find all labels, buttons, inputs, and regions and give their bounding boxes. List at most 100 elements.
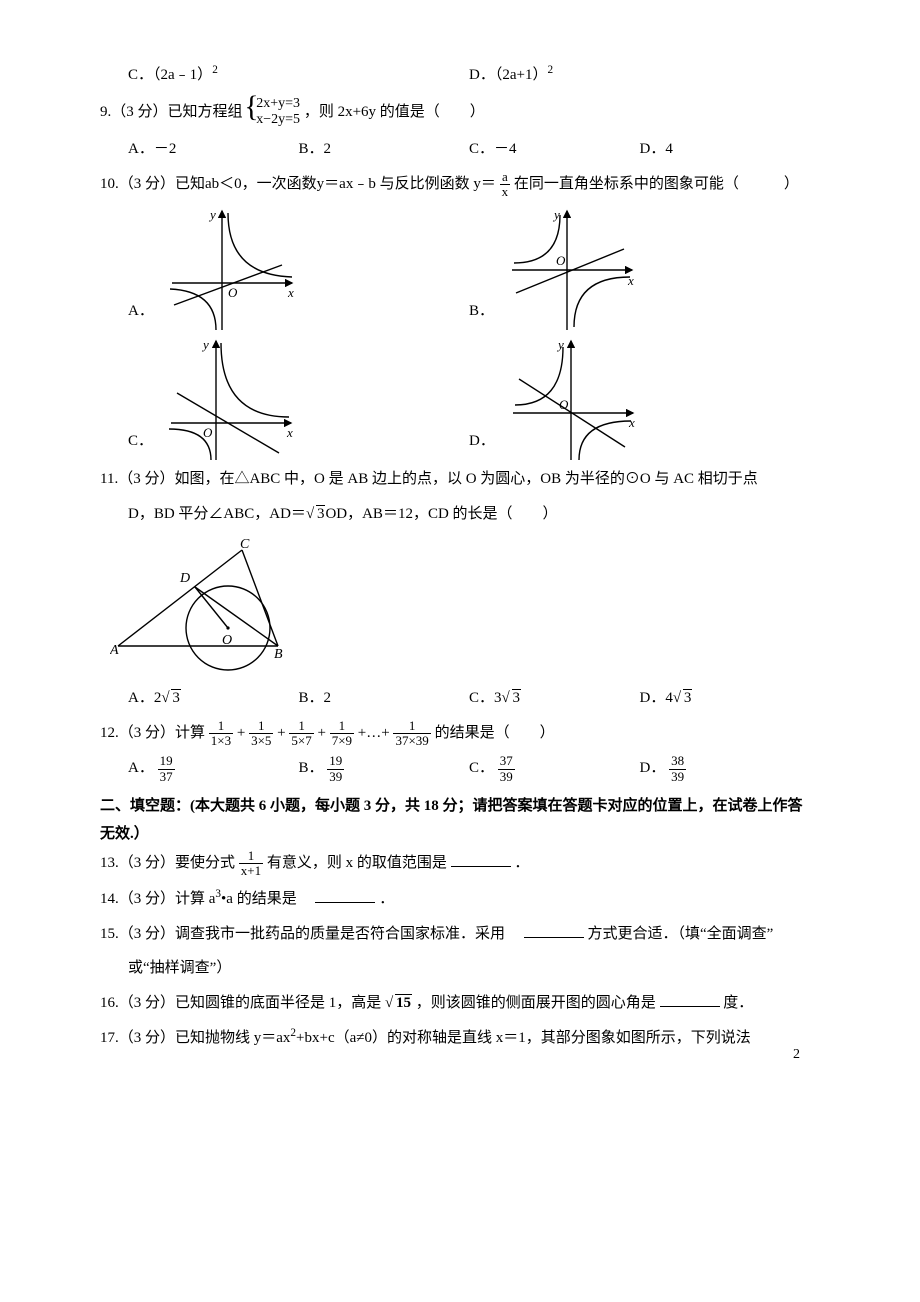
fraction: 3839: [669, 754, 686, 784]
plus-icon: +: [277, 725, 285, 741]
q15-cont: 或“抽样调查”）: [100, 954, 810, 983]
den: 39: [327, 770, 344, 784]
opt-label: B．: [299, 761, 324, 777]
q9-options: A．－2 B．2 C．－4 D．4: [100, 135, 810, 164]
q10-graph-a-cell: A． O x y: [128, 205, 469, 335]
q12-opt-d: D． 3839: [640, 754, 811, 784]
q11-opt-b: B．2: [299, 684, 470, 713]
page-number: 2: [793, 1042, 800, 1069]
fraction: 15×7: [289, 719, 313, 749]
graph-d: O x y: [503, 335, 643, 465]
svg-text:O: O: [559, 397, 569, 412]
q9-opt-d: D．4: [640, 135, 811, 164]
q11-stem2: D，BD 平分∠ABC，AD＝3OD，AB＝12，CD 的长是（ ）: [100, 500, 810, 529]
num: a: [500, 170, 511, 185]
svg-text:x: x: [627, 273, 634, 288]
q10-stem-b: 在同一直角坐标系中的图象可能（ ）: [514, 176, 799, 192]
sqrt-icon: 3: [673, 684, 693, 713]
q12-opt-a: A． 1937: [128, 754, 299, 784]
q12-opt-c: C． 3739: [469, 754, 640, 784]
opt-label: D．: [469, 67, 495, 83]
graph-a: O x y: [162, 205, 302, 335]
sqrt-icon: 3: [161, 684, 181, 713]
svg-text:O: O: [222, 633, 232, 648]
q10-stem-a: 10.（3 分）已知ab＜0，一次函数y＝ax﹣b 与反比例函数 y＝: [100, 176, 500, 192]
text: 度．: [723, 995, 753, 1011]
q11-opt-d: D．43: [640, 684, 811, 713]
q11-options: A．23 B．2 C．33 D．43: [100, 684, 810, 713]
den: 37×39: [393, 734, 430, 748]
svg-text:O: O: [203, 425, 213, 440]
svg-text:y: y: [208, 207, 216, 222]
q11: 11.（3 分）如图，在△ABC 中，O 是 AB 边上的点，以 O 为圆心，O…: [100, 465, 810, 494]
text: 13.（3 分）要使分式: [100, 855, 239, 871]
svg-text:O: O: [228, 285, 238, 300]
radicand: 3: [512, 689, 522, 706]
q12: 12.（3 分）计算 11×3 + 13×5 + 15×7 + 17×9 +…+…: [100, 719, 810, 749]
den: 5×7: [289, 734, 313, 748]
text: C．3: [469, 690, 502, 706]
q12-options: A． 1937 B． 1939 C． 3739 D． 3839: [100, 754, 810, 784]
answer-blank[interactable]: [524, 923, 584, 938]
sup: 2: [212, 64, 218, 76]
sys-row: x−2y=5: [256, 112, 300, 127]
opt-label: C．: [469, 761, 494, 777]
fraction: 137×39: [393, 719, 430, 749]
fraction: 1937: [158, 754, 175, 784]
fraction: 13×5: [249, 719, 273, 749]
svg-text:y: y: [552, 207, 560, 222]
den: 1×3: [209, 734, 233, 748]
q16: 16.（3 分）已知圆锥的底面半径是 1，高是 15 ，则该圆锥的侧面展开图的圆…: [100, 989, 810, 1018]
radicand: 3: [316, 505, 326, 522]
num: 19: [158, 754, 175, 769]
text: ．: [379, 891, 394, 907]
num: 37: [498, 754, 515, 769]
num: 38: [669, 754, 686, 769]
q11-opt-c: C．3 3: [469, 684, 640, 713]
q10-graphs-row1: A． O x y B． O x y: [100, 205, 810, 335]
q10: 10.（3 分）已知ab＜0，一次函数y＝ax﹣b 与反比例函数 y＝ a x …: [100, 170, 810, 200]
q13: 13.（3 分）要使分式 1x+1 有意义，则 x 的取值范围是 ．: [100, 849, 810, 879]
text: 有意义，则 x 的取值范围是: [267, 855, 447, 871]
svg-text:A: A: [110, 643, 119, 658]
q10-graph-c-cell: C． O x y: [128, 335, 469, 465]
den: 39: [498, 770, 515, 784]
sqrt-icon: 3: [306, 500, 326, 529]
text: •a 的结果是: [221, 891, 312, 907]
text: OD，AB＝12，CD 的长是（ ）: [325, 506, 557, 522]
q8-opt-c: C．（2a﹣1）2: [128, 60, 469, 90]
equation-system: 2x+y=3 x−2y=5: [246, 96, 300, 130]
num: 1: [239, 849, 263, 864]
section-2-title: 二、填空题：(本大题共 6 小题，每小题 3 分，共 18 分；请把答案填在答题…: [100, 792, 810, 849]
opt-body: （2a﹣1）: [153, 67, 212, 83]
text: D．4: [640, 690, 673, 706]
text: 的结果是（ ）: [435, 725, 555, 741]
opt-label: A．: [128, 297, 154, 336]
text: ．: [514, 855, 529, 871]
answer-blank[interactable]: [315, 888, 375, 903]
q10-graph-b-cell: B． O x y: [469, 205, 810, 335]
fraction: 3739: [498, 754, 515, 784]
plus-icon: +: [317, 725, 325, 741]
plus-icon: +: [237, 725, 245, 741]
opt-label: A．: [128, 761, 154, 777]
q9-opt-c: C．－4: [469, 135, 640, 164]
q8-opt-d: D．（2a+1）2: [469, 60, 810, 90]
q11-opt-a: A．23: [128, 684, 299, 713]
fraction: 17×9: [330, 719, 354, 749]
opt-body: （2a+1）: [495, 67, 548, 83]
sys-row: 2x+y=3: [256, 96, 300, 111]
opt-label: C．: [128, 67, 153, 83]
text: 14.（3 分）计算 a: [100, 891, 215, 907]
opt-label: B．: [469, 297, 494, 336]
answer-blank[interactable]: [451, 852, 511, 867]
graph-b: O x y: [502, 205, 642, 335]
sqrt-icon: 15: [385, 989, 412, 1018]
svg-text:y: y: [201, 337, 209, 352]
q9-opt-b: B．2: [299, 135, 470, 164]
fraction: 1x+1: [239, 849, 263, 879]
svg-text:y: y: [556, 337, 564, 352]
graph-c: O x y: [161, 335, 301, 465]
answer-blank[interactable]: [660, 992, 720, 1007]
svg-text:C: C: [240, 537, 250, 552]
